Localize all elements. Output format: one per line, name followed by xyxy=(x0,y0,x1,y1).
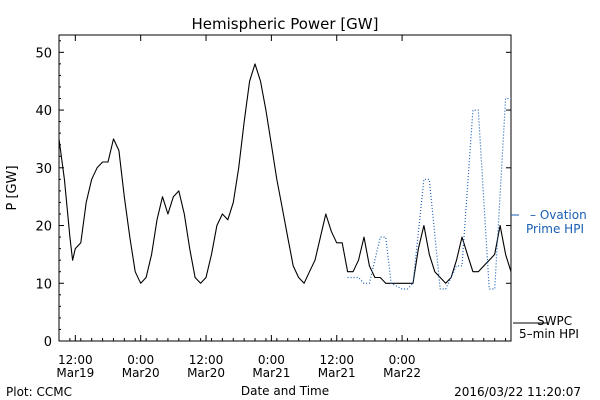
x-axis-label: Date and Time xyxy=(241,384,329,398)
x-ticks: 12:00Mar190:00Mar2012:00Mar200:00Mar2112… xyxy=(56,35,507,380)
y-tick-label: 0 xyxy=(44,335,52,350)
ovation-legend-line2: Prime HPI xyxy=(526,222,584,236)
swpc-legend-line2: 5–min HPI xyxy=(519,327,579,341)
y-ticks: 0 10 20 30 40 50 xyxy=(35,40,511,350)
x-tick-label-date: Mar20 xyxy=(122,366,160,380)
x-tick-label-date: Mar21 xyxy=(318,366,356,380)
x-tick-label-date: Mar19 xyxy=(56,366,94,380)
x-tick-label-date: Mar22 xyxy=(383,366,421,380)
y-tick-label: 50 xyxy=(35,46,52,61)
footer-timestamp: 2016/03/22 11:20:07 xyxy=(454,385,581,399)
y-tick-label: 10 xyxy=(35,277,52,292)
footer-credit: Plot: CCMC xyxy=(6,385,72,399)
x-tick-label-time: 12:00 xyxy=(319,353,354,367)
x-tick-label-date: Mar21 xyxy=(252,366,290,380)
swpc-legend-line1: SWPC xyxy=(537,314,572,328)
series-layer xyxy=(58,63,512,290)
ovation-legend-line1: – Ovation xyxy=(530,208,587,222)
swpc-series-line xyxy=(58,63,512,284)
plot-frame xyxy=(58,34,512,342)
x-tick-label-time: 0:00 xyxy=(258,353,285,367)
ovation-prime-series-line xyxy=(347,97,511,290)
x-tick-label-time: 0:00 xyxy=(389,353,416,367)
y-tick-label: 20 xyxy=(35,220,52,235)
x-tick-label-time: 0:00 xyxy=(127,353,154,367)
x-tick-label-date: Mar20 xyxy=(187,366,225,380)
x-tick-label-time: 12:00 xyxy=(58,353,93,367)
chart-title: Hemispheric Power [GW] xyxy=(192,15,379,33)
y-axis-label: P [GW] xyxy=(5,165,20,210)
y-tick-label: 40 xyxy=(35,104,52,119)
y-tick-label: 30 xyxy=(35,162,52,177)
x-tick-label-time: 12:00 xyxy=(189,353,224,367)
